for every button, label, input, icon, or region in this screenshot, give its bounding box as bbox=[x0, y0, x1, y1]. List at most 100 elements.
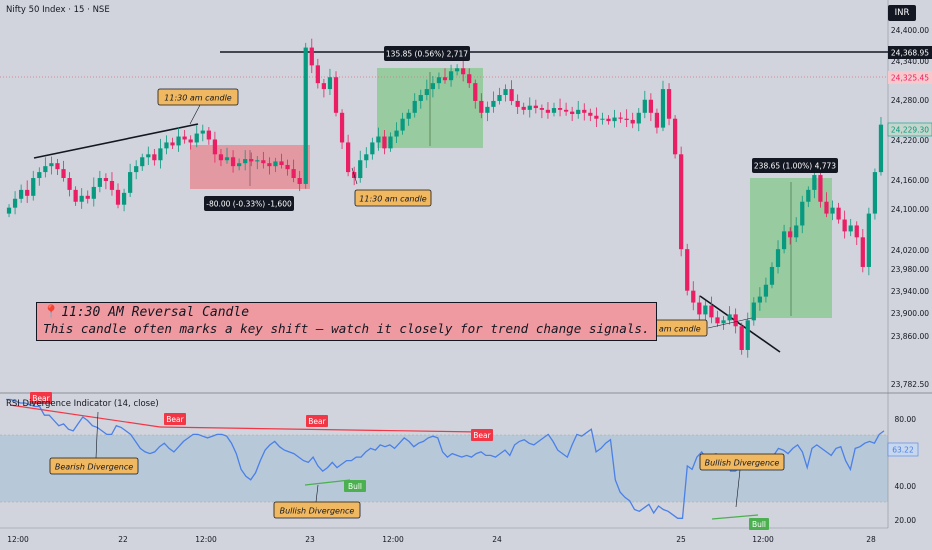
candle bbox=[321, 83, 327, 90]
candle bbox=[800, 201, 805, 226]
bear-divergence-line-1 bbox=[9, 404, 161, 428]
candle bbox=[685, 249, 690, 291]
time-tick-label: 25 bbox=[676, 535, 686, 544]
candle bbox=[733, 314, 738, 327]
measure-readout-1: -80.00 (-0.33%) -1,600 bbox=[204, 196, 294, 211]
callout-title-line: 📍 11:30 AM Reversal Candle bbox=[43, 305, 650, 321]
candle bbox=[43, 166, 48, 173]
candle bbox=[436, 77, 442, 84]
candle bbox=[249, 159, 254, 162]
trendline-falling[interactable] bbox=[699, 295, 781, 353]
candle bbox=[703, 305, 708, 315]
candle bbox=[448, 71, 454, 81]
candle bbox=[121, 192, 127, 205]
currency-button[interactable]: INR bbox=[888, 5, 916, 21]
candle-label-text: 11:30 am candle bbox=[633, 325, 701, 334]
bull-divergence-line-1 bbox=[304, 479, 351, 486]
candle bbox=[812, 175, 817, 190]
time-tick-label: 12:00 bbox=[195, 535, 217, 544]
bearish-divergence-label[interactable]: Bearish Divergence bbox=[49, 457, 139, 475]
time-axis: 12:00 22 12:00 23 12:00 24 25 12:00 28 bbox=[7, 535, 876, 544]
reversal-callout[interactable]: 📍 11:30 AM Reversal Candle This candle of… bbox=[36, 302, 657, 341]
candle bbox=[612, 117, 617, 122]
candle bbox=[454, 68, 460, 72]
candle bbox=[97, 178, 102, 187]
candle bbox=[243, 159, 248, 164]
symbol-title[interactable]: Nifty 50 Index · 15 · NSE bbox=[6, 5, 110, 15]
candle bbox=[697, 302, 702, 315]
bull-tag-text: Bull bbox=[752, 520, 766, 529]
candle bbox=[309, 47, 314, 66]
candle bbox=[648, 99, 653, 113]
candle bbox=[600, 118, 605, 120]
candle bbox=[273, 161, 278, 167]
candle bbox=[91, 186, 96, 199]
candle bbox=[666, 89, 672, 119]
bear-tag-text: Bear bbox=[166, 415, 184, 424]
candle-label-pointer-1 bbox=[189, 104, 201, 125]
candle bbox=[200, 130, 205, 134]
candle bbox=[745, 320, 750, 350]
candle bbox=[339, 112, 345, 143]
price-tick-label: 24,160.00 bbox=[891, 176, 929, 185]
candle bbox=[170, 142, 175, 146]
candle bbox=[115, 189, 121, 205]
candle bbox=[31, 178, 36, 196]
candle bbox=[545, 109, 551, 113]
candle-label-pointer-3 bbox=[707, 317, 753, 329]
price-tick-label: 24,280.00 bbox=[891, 96, 929, 105]
candle bbox=[158, 148, 163, 161]
callout-body: This candle often marks a key shift — wa… bbox=[43, 321, 650, 336]
candle-label-1[interactable]: 11:30 am candle bbox=[157, 88, 239, 106]
candle bbox=[848, 225, 853, 232]
candle bbox=[527, 105, 532, 110]
candle bbox=[570, 111, 575, 114]
candle bbox=[467, 74, 472, 84]
candle bbox=[370, 142, 375, 155]
bullish-divergence-label-1[interactable]: Bullish Divergence bbox=[273, 501, 361, 519]
candle bbox=[557, 108, 563, 110]
bear-divergence-line-2 bbox=[159, 426, 481, 433]
callout-title: 11:30 AM Reversal Candle bbox=[61, 305, 250, 320]
price-tick-label: 23,860.00 bbox=[891, 332, 929, 341]
candle bbox=[424, 89, 429, 96]
candle-label-2[interactable]: 11:30 am candle bbox=[354, 189, 432, 207]
candle bbox=[103, 178, 109, 181]
candle bbox=[775, 249, 781, 267]
candle bbox=[109, 180, 115, 190]
rsi-value-label: 63.22 bbox=[887, 442, 919, 457]
candle bbox=[345, 142, 351, 173]
candle bbox=[509, 89, 514, 101]
bearish-div-pointer bbox=[95, 411, 99, 459]
candle bbox=[6, 207, 12, 214]
measure-readout-text: 135.85 (0.56%) 2,717 bbox=[386, 50, 468, 59]
candle bbox=[576, 109, 581, 114]
candle bbox=[739, 326, 744, 350]
candle bbox=[358, 160, 363, 179]
last-price-label: 24,325.45 bbox=[888, 71, 932, 84]
bear-tag-2: Bear bbox=[164, 413, 186, 425]
bearish-divergence-text: Bearish Divergence bbox=[55, 463, 133, 472]
measure-readout-text: -80.00 (-0.33%) -1,600 bbox=[206, 200, 292, 209]
rsi-indicator-title[interactable]: RSI Divergence Indicator (14, close) bbox=[6, 399, 159, 409]
candle bbox=[836, 207, 841, 220]
bullish-divergence-label-2[interactable]: Bullish Divergence bbox=[699, 453, 785, 471]
candle bbox=[303, 47, 308, 184]
candle bbox=[230, 157, 236, 167]
candle bbox=[606, 118, 611, 122]
candle bbox=[376, 136, 381, 143]
candle bbox=[224, 157, 230, 161]
rsi-value-text: 63.22 bbox=[892, 446, 914, 455]
candle-label-pointer-2 bbox=[351, 167, 358, 185]
trendline-rising[interactable] bbox=[33, 123, 199, 159]
candle bbox=[188, 139, 193, 143]
candle bbox=[679, 154, 684, 250]
candle bbox=[412, 100, 417, 113]
candle bbox=[37, 172, 42, 179]
candle bbox=[12, 198, 18, 208]
price-axis: 24,400.00 24,340.00 24,280.00 24,220.00 24,1… bbox=[891, 26, 929, 389]
bull-tag-2: Bull bbox=[749, 518, 769, 530]
measure-readout-text: 238.65 (1.00%) 4,773 bbox=[754, 162, 836, 171]
bullish-divergence-text: Bullish Divergence bbox=[280, 507, 355, 516]
candle bbox=[261, 160, 266, 164]
